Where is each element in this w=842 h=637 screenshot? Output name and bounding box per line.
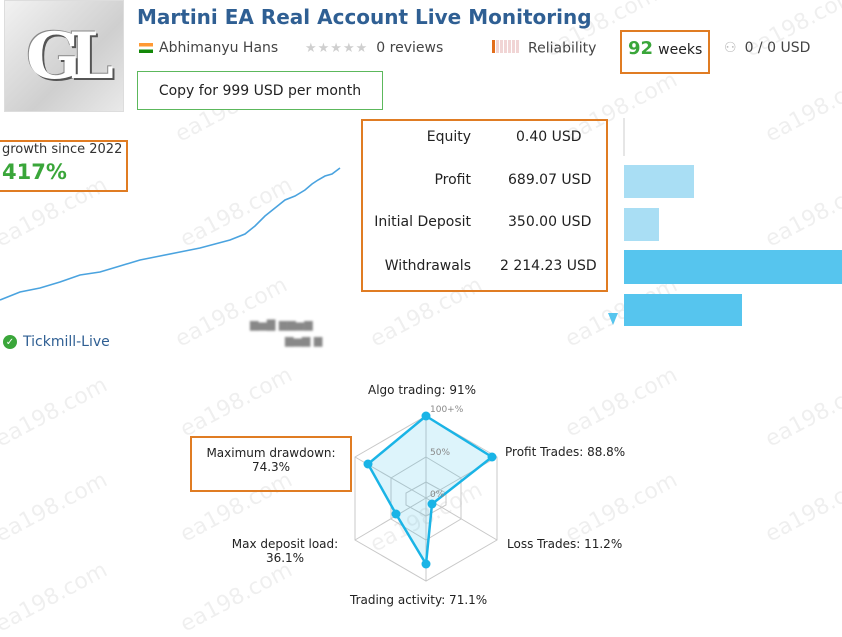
watermark: ea198.com [761, 372, 842, 453]
rating-stars-icon: ★★★★★ [305, 41, 369, 56]
radar-label-profit-trades: Profit Trades: 88.8% [505, 445, 626, 459]
radar-scale-0: 0% [430, 490, 445, 500]
drawdown-highlight [190, 436, 352, 492]
radar-label-trading-activity: Trading activity: 71.1% [350, 593, 488, 607]
radar-scale-100: 100+% [430, 405, 464, 415]
initial-deposit-value: 350.00 USD [508, 214, 592, 230]
initial-deposit-bar [624, 208, 659, 241]
radar-label-loss-trades: Loss Trades: 11.2% [507, 537, 623, 551]
withdrawals-label: Withdrawals [384, 258, 471, 274]
equity-label: Equity [426, 129, 471, 145]
author-name[interactable]: Abhimanyu Hans [159, 40, 279, 56]
radar-point [363, 459, 373, 469]
watermark: ea198.com [176, 362, 297, 443]
watermark: ea198.com [561, 362, 682, 443]
radar-scale-50: 50% [430, 448, 450, 458]
watermark: ea198.com [761, 172, 842, 253]
radar-point [427, 499, 437, 509]
subscribers-icon: ⚇ [724, 40, 737, 56]
watermark: ea198.com [0, 467, 112, 548]
radar-point [391, 509, 401, 519]
radar-label-max-drawdown: Maximum drawdown: 74.3% [195, 446, 347, 474]
page-title[interactable]: Martini EA Real Account Live Monitoring [137, 5, 592, 29]
weeks-unit: weeks [658, 42, 703, 58]
subscribers-row: ⚇ 0 / 0 USD [724, 40, 810, 56]
profit-label: Profit [434, 172, 471, 188]
logo-text: GL [26, 18, 114, 94]
equity-value: 0.40 USD [516, 129, 582, 145]
watermark: ea198.com [561, 467, 682, 548]
withdrawals-value: 2 214.23 USD [500, 258, 597, 274]
radar-point [421, 559, 431, 569]
growth-value: 417% [2, 160, 67, 184]
watermark: ea198.com [0, 557, 112, 637]
watermark: ea198.com [0, 372, 112, 453]
radar-point [487, 452, 497, 462]
broker-link[interactable]: ✓ Tickmill-Live [3, 334, 110, 350]
equity-bar [623, 118, 625, 156]
extra-bar [624, 294, 742, 326]
reliability-row: Reliability [492, 40, 596, 57]
withdrawals-bar [624, 250, 842, 284]
radar-label-max-deposit-load: Max deposit load: 36.1% [225, 537, 345, 565]
max-deposit-load-label: Max deposit load: [231, 537, 339, 551]
reviews-row[interactable]: ★★★★★ 0 reviews [305, 40, 443, 56]
growth-label: growth since 2022 [2, 142, 123, 157]
watermark: ea198.com [176, 557, 297, 637]
max-drawdown-value: 74.3% [251, 460, 291, 474]
author-row[interactable]: Abhimanyu Hans [139, 40, 278, 56]
growth-line [0, 167, 341, 301]
watermark: ea198.com [761, 467, 842, 548]
subscribers-value: 0 / 0 USD [744, 40, 811, 56]
watermark: ea198.com [761, 67, 842, 148]
profit-value: 689.07 USD [508, 172, 592, 188]
blurred-text: ▆▅▆ ▆ [285, 334, 323, 347]
marker-icon [608, 313, 618, 325]
blurred-text: ▆▅▇ ▆▆▅▆ [250, 318, 313, 331]
india-flag-icon [139, 43, 153, 53]
growth-chart[interactable] [0, 160, 345, 310]
profit-bar [624, 165, 694, 198]
broker-name[interactable]: Tickmill-Live [23, 334, 110, 350]
growth-highlight [0, 140, 128, 192]
stats-highlight [361, 119, 608, 292]
reliability-label: Reliability [528, 40, 597, 57]
reliability-bars-icon [492, 40, 520, 57]
initial-deposit-label: Initial Deposit [374, 214, 471, 230]
radar-chart: 100+% 50% 0% [354, 405, 498, 582]
weeks-row: 92 weeks [628, 38, 702, 59]
weeks-highlight [620, 30, 710, 74]
verified-check-icon: ✓ [3, 335, 17, 349]
max-drawdown-label: Maximum drawdown: [206, 446, 336, 460]
weeks-value: 92 [628, 38, 654, 59]
reviews-count[interactable]: 0 reviews [376, 40, 444, 56]
max-deposit-load-value: 36.1% [265, 551, 305, 565]
radar-point [421, 411, 431, 421]
signal-avatar[interactable]: GL [4, 0, 124, 112]
copy-subscribe-button[interactable]: Copy for 999 USD per month [137, 71, 383, 110]
radar-label-algo-trading: Algo trading: 91% [368, 383, 477, 397]
